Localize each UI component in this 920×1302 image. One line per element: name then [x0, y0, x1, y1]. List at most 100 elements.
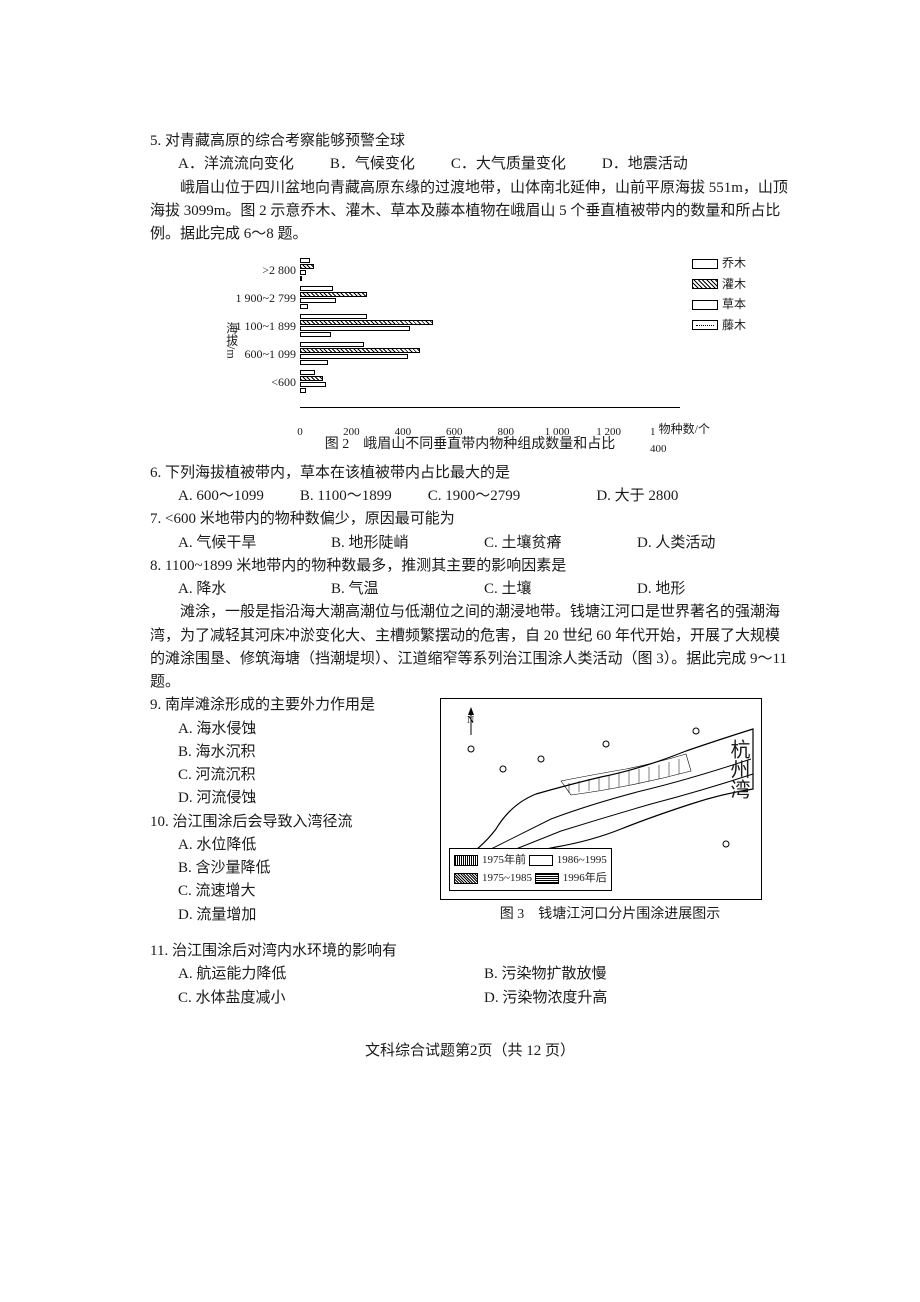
- figure-2-bar: [300, 258, 310, 263]
- legend-label-cao: 草本: [722, 295, 746, 314]
- passage-qiantang: 滩涂，一般是指沿海大潮高潮位与低潮位之间的潮浸地带。钱塘江河口是世界著名的强潮海…: [150, 601, 790, 694]
- figure-2-tick: 600: [446, 424, 463, 441]
- q6-options: A. 600～1099 B. 1100～1899 C. 1900～2799 D.…: [150, 485, 790, 508]
- q9-options: A. 海水侵蚀 B. 海水沉积 C. 河流沉积 D. 河流侵蚀: [150, 718, 430, 811]
- q5-stem: 5. 对青藏高原的综合考察能够预警全球: [150, 130, 790, 153]
- figure-3-legend: 1975年前 1986~1995 1975~1985 1996年后: [449, 848, 612, 891]
- q8-opt-a: A. 降水: [178, 578, 331, 601]
- q10-options: A. 水位降低 B. 含沙量降低 C. 流速增大 D. 流量增加: [150, 834, 430, 927]
- figure-2-bar: [300, 286, 333, 291]
- figure-2-legend: 乔木 灌木 草本 藤木: [692, 254, 770, 336]
- q11-opt-d: D. 污染物浓度升高: [484, 987, 790, 1010]
- q11-stem: 11. 治江围涂后对湾内水环境的影响有: [150, 940, 790, 963]
- q5-opt-c: C．大气质量变化: [451, 153, 566, 176]
- figure-2: 海拔/m 乔木 灌木 草本 藤木 02004006008001 0001 200…: [240, 252, 700, 456]
- figure-2-row: 1 900~2 799: [300, 286, 680, 308]
- q9-11-block: 9. 南岸滩涂形成的主要外力作用是 A. 海水侵蚀 B. 海水沉积 C. 河流沉…: [150, 694, 790, 940]
- figure-2-bar: [300, 360, 328, 365]
- figure-2-caption: 图 2 峨眉山不同垂直带内物种组成数量和占比: [240, 434, 700, 456]
- legend-swatch-cao: [692, 300, 718, 310]
- figure-2-band-label: 600~1 099: [224, 345, 296, 364]
- legend-label-2: 1986~1995: [557, 852, 607, 869]
- passage-emeishan: 峨眉山位于四川盆地向青藏高原东缘的过渡地带，山体南北延伸，山前平原海拔 551m…: [150, 177, 790, 247]
- legend-label-qiao: 乔木: [722, 254, 746, 273]
- q5-opt-b: B．气候变化: [330, 153, 415, 176]
- q6-opt-d: D. 大于 2800: [596, 485, 678, 508]
- q9-opt-a: A. 海水侵蚀: [178, 718, 430, 741]
- figure-2-tick: 400: [395, 424, 412, 441]
- figure-2-bar: [300, 348, 420, 353]
- svg-text:N: N: [467, 715, 474, 726]
- legend-swatch-teng: [692, 320, 718, 330]
- legend-label-4: 1996年后: [563, 870, 607, 887]
- legend-swatch-4: [535, 873, 559, 884]
- q10-opt-b: B. 含沙量降低: [178, 857, 430, 880]
- q6-opt-b: B. 1100～1899: [300, 485, 392, 508]
- figure-2-band-label: >2 800: [224, 261, 296, 280]
- figure-2-bar: [300, 332, 331, 337]
- figure-2-tick: 0: [297, 424, 303, 441]
- figure-2-bar: [300, 354, 408, 359]
- legend-label-teng: 藤木: [722, 316, 746, 335]
- legend-label-3: 1975~1985: [482, 870, 532, 887]
- figure-2-xunit: 物种数/个: [659, 420, 710, 439]
- q9-stem: 9. 南岸滩涂形成的主要外力作用是: [150, 694, 430, 717]
- q7-stem: 7. <600 米地带内的物种数偏少，原因最可能为: [150, 508, 790, 531]
- q7-opt-d: D. 人类活动: [637, 532, 790, 555]
- figure-2-tick: 1 000: [545, 424, 570, 441]
- figure-2-bar: [300, 388, 306, 393]
- q7-options: A. 气候干旱 B. 地形陡峭 C. 土壤贫瘠 D. 人类活动: [150, 532, 790, 555]
- figure-2-row: 1 100~1 899: [300, 314, 680, 336]
- figure-2-bar: [300, 326, 410, 331]
- q6-opt-a: A. 600～1099: [178, 485, 264, 508]
- figure-2-tick: 1 200: [596, 424, 621, 441]
- figure-2-bar: [300, 292, 367, 297]
- q10-opt-a: A. 水位降低: [178, 834, 430, 857]
- figure-2-row: 600~1 099: [300, 342, 680, 364]
- q6-stem: 6. 下列海拔植被带内，草本在该植被带内占比最大的是: [150, 462, 790, 485]
- figure-2-bar: [300, 382, 326, 387]
- figure-2-row: >2 800: [300, 258, 680, 280]
- figure-2-band-label: <600: [224, 373, 296, 392]
- figure-2-bar: [300, 342, 364, 347]
- q9-opt-c: C. 河流沉积: [178, 764, 430, 787]
- figure-2-bar: [300, 276, 302, 281]
- q7-opt-c: C. 土壤贫瘠: [484, 532, 637, 555]
- figure-2-row: <600: [300, 370, 680, 392]
- q9-opt-b: B. 海水沉积: [178, 741, 430, 764]
- figure-2-band-label: 1 100~1 899: [224, 317, 296, 336]
- page-body: 5. 对青藏高原的综合考察能够预警全球 A．洋流流向变化 B．气候变化 C．大气…: [150, 130, 790, 1078]
- figure-3-bay-label: 杭州湾: [722, 739, 753, 799]
- figure-2-band-label: 1 900~2 799: [224, 289, 296, 308]
- q8-opt-b: B. 气温: [331, 578, 484, 601]
- figure-2-tick: 200: [343, 424, 360, 441]
- q11-options: A. 航运能力降低 B. 污染物扩散放慢 C. 水体盐度减小 D. 污染物浓度升…: [150, 963, 790, 1010]
- figure-2-bar: [300, 298, 336, 303]
- figure-2-bar: [300, 370, 315, 375]
- q7-opt-a: A. 气候干旱: [178, 532, 331, 555]
- q10-opt-d: D. 流量增加: [178, 904, 430, 927]
- left-column: 9. 南岸滩涂形成的主要外力作用是 A. 海水侵蚀 B. 海水沉积 C. 河流沉…: [150, 694, 430, 940]
- q5-opt-d: D．地震活动: [602, 153, 688, 176]
- legend-swatch-1: [454, 855, 478, 866]
- q6-opt-c: C. 1900～2799: [428, 485, 521, 508]
- legend-swatch-qiao: [692, 259, 718, 269]
- figure-3-caption: 图 3 钱塘江河口分片围涂进展图示: [430, 904, 790, 926]
- q11-opt-b: B. 污染物扩散放慢: [484, 963, 790, 986]
- figure-2-chart: 海拔/m 乔木 灌木 草本 藤木 02004006008001 0001 200…: [240, 252, 700, 432]
- figure-2-bar: [300, 264, 314, 269]
- figure-2-bar: [300, 304, 308, 309]
- figure-3-map: N: [440, 698, 762, 900]
- legend-label-1: 1975年前: [482, 852, 526, 869]
- legend-swatch-2: [529, 855, 553, 866]
- legend-swatch-3: [454, 873, 478, 884]
- figure-2-bar: [300, 376, 323, 381]
- q8-stem: 8. 1100~1899 米地带内的物种数最多，推测其主要的影响因素是: [150, 555, 790, 578]
- figure-2-xaxis: [300, 407, 680, 408]
- q9-opt-d: D. 河流侵蚀: [178, 787, 430, 810]
- page-footer: 文科综合试题第2页（共 12 页）: [150, 1040, 790, 1063]
- legend-label-guan: 灌木: [722, 275, 746, 294]
- right-column: N: [430, 694, 790, 940]
- q8-options: A. 降水 B. 气温 C. 土壤 D. 地形: [150, 578, 790, 601]
- legend-swatch-guan: [692, 279, 718, 289]
